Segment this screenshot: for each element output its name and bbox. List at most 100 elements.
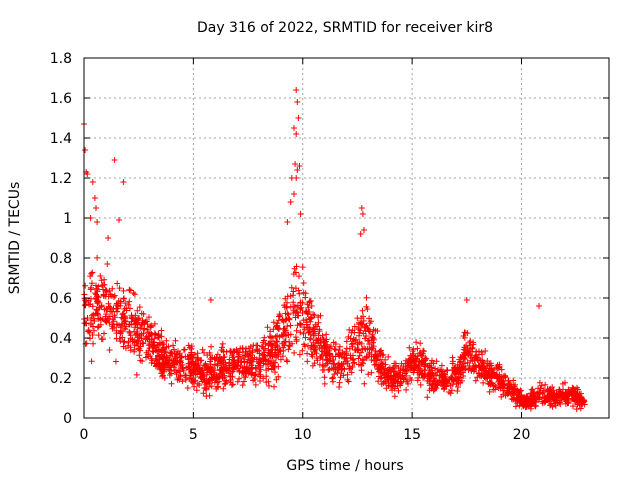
data-point xyxy=(306,298,313,305)
data-point xyxy=(268,334,275,341)
data-point xyxy=(237,345,244,352)
data-point xyxy=(230,381,236,388)
data-point xyxy=(134,307,141,314)
data-point xyxy=(450,358,456,365)
data-point xyxy=(405,380,411,387)
data-point xyxy=(329,375,336,382)
data-point xyxy=(266,382,272,389)
data-point xyxy=(192,377,199,384)
y-tick-label: 0 xyxy=(63,411,72,427)
data-point xyxy=(463,297,470,303)
data-point xyxy=(144,335,151,342)
data-point xyxy=(420,375,427,381)
data-point xyxy=(171,346,177,353)
data-point xyxy=(370,343,377,350)
data-point xyxy=(544,392,551,399)
data-point xyxy=(121,320,128,327)
data-point xyxy=(248,362,255,369)
data-point xyxy=(350,352,356,359)
data-point xyxy=(203,393,210,400)
data-point xyxy=(163,337,170,344)
data-point xyxy=(300,280,307,286)
data-point xyxy=(305,304,312,311)
data-point xyxy=(524,396,531,402)
data-point xyxy=(357,231,364,237)
data-point xyxy=(397,382,404,389)
data-point xyxy=(133,316,140,323)
data-point xyxy=(438,362,445,369)
data-point xyxy=(421,367,428,373)
data-point xyxy=(304,358,311,365)
data-point xyxy=(324,344,330,351)
data-point xyxy=(90,340,97,347)
data-point xyxy=(536,303,542,309)
data-point xyxy=(201,349,207,356)
data-point xyxy=(226,360,232,367)
data-point xyxy=(151,330,158,337)
data-point xyxy=(351,347,358,353)
data-point xyxy=(134,334,141,341)
data-point xyxy=(302,290,309,297)
data-point xyxy=(392,383,398,390)
data-point xyxy=(104,261,111,267)
data-point xyxy=(328,343,334,350)
y-tick-label: 0.2 xyxy=(50,371,72,387)
data-point xyxy=(265,365,272,372)
data-point xyxy=(299,264,306,271)
data-point xyxy=(120,179,127,185)
data-point xyxy=(116,285,123,292)
data-point xyxy=(230,364,237,371)
data-point xyxy=(139,358,146,365)
data-point xyxy=(376,373,382,380)
data-point xyxy=(285,315,292,322)
data-point xyxy=(485,380,492,387)
data-point xyxy=(148,355,155,362)
data-point xyxy=(446,376,453,383)
data-point xyxy=(131,291,138,298)
data-point xyxy=(146,314,152,321)
data-point xyxy=(358,340,365,347)
y-tick-label: 1.8 xyxy=(50,51,72,67)
data-point xyxy=(84,315,91,321)
data-point xyxy=(284,358,291,365)
data-point xyxy=(279,340,286,347)
data-point xyxy=(282,295,289,302)
data-point xyxy=(87,286,94,293)
data-point xyxy=(433,385,440,392)
data-point xyxy=(443,376,450,383)
data-point xyxy=(461,334,468,341)
y-tick-label: 0.8 xyxy=(50,251,72,267)
data-point xyxy=(537,385,544,392)
data-point xyxy=(219,375,226,382)
data-point xyxy=(138,310,145,317)
data-point xyxy=(358,321,365,328)
data-point xyxy=(389,365,396,372)
data-point xyxy=(117,338,124,345)
data-point xyxy=(208,383,215,390)
data-point xyxy=(293,327,300,334)
data-point xyxy=(279,316,286,323)
data-point xyxy=(160,372,166,379)
x-tick-labels: 0 5 10 15 20 xyxy=(80,427,531,443)
data-point xyxy=(306,309,313,315)
x-tick-label: 10 xyxy=(294,427,312,443)
data-point xyxy=(478,357,485,364)
data-point xyxy=(385,376,392,383)
data-point xyxy=(131,342,138,349)
data-point xyxy=(116,217,122,223)
data-point xyxy=(241,374,248,380)
data-point xyxy=(307,297,314,304)
data-point xyxy=(429,381,436,388)
data-point xyxy=(209,354,216,361)
x-axis-label: GPS time / hours xyxy=(286,458,403,474)
data-point xyxy=(461,329,468,336)
data-point xyxy=(109,308,116,315)
data-point xyxy=(358,367,365,374)
data-point xyxy=(348,329,355,336)
data-point xyxy=(227,373,234,380)
data-point xyxy=(220,358,227,365)
data-point xyxy=(112,358,119,365)
y-tick-label: 0.6 xyxy=(50,291,72,307)
data-point xyxy=(430,387,437,394)
data-point xyxy=(361,227,367,233)
